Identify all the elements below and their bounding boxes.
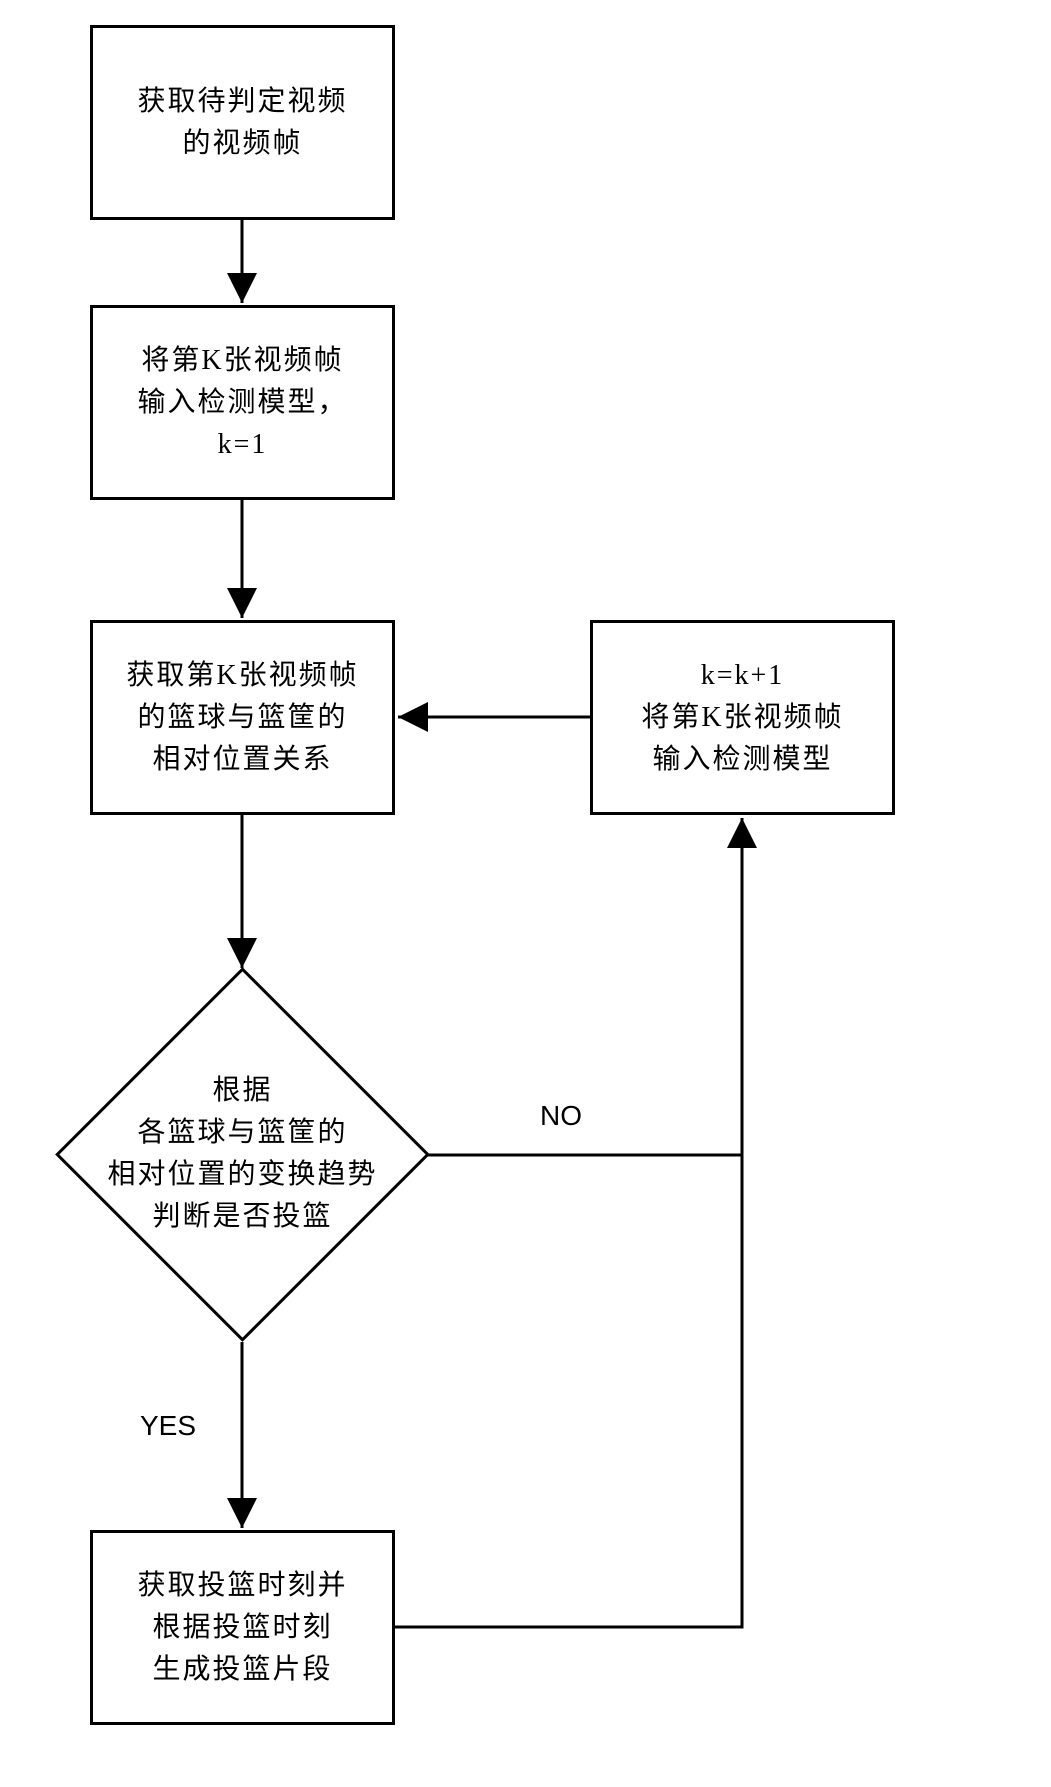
arrows-layer bbox=[0, 0, 1051, 1787]
label-no: NO bbox=[540, 1100, 582, 1132]
label-yes: YES bbox=[140, 1410, 196, 1442]
